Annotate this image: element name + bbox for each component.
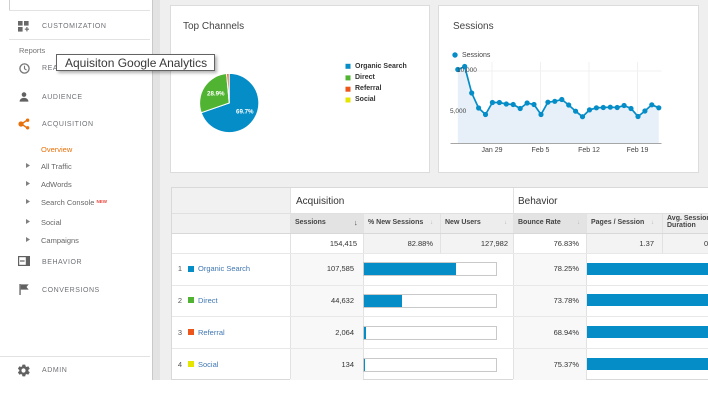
svg-text:28.9%: 28.9% — [207, 91, 225, 98]
svg-text:69.7%: 69.7% — [236, 109, 254, 116]
